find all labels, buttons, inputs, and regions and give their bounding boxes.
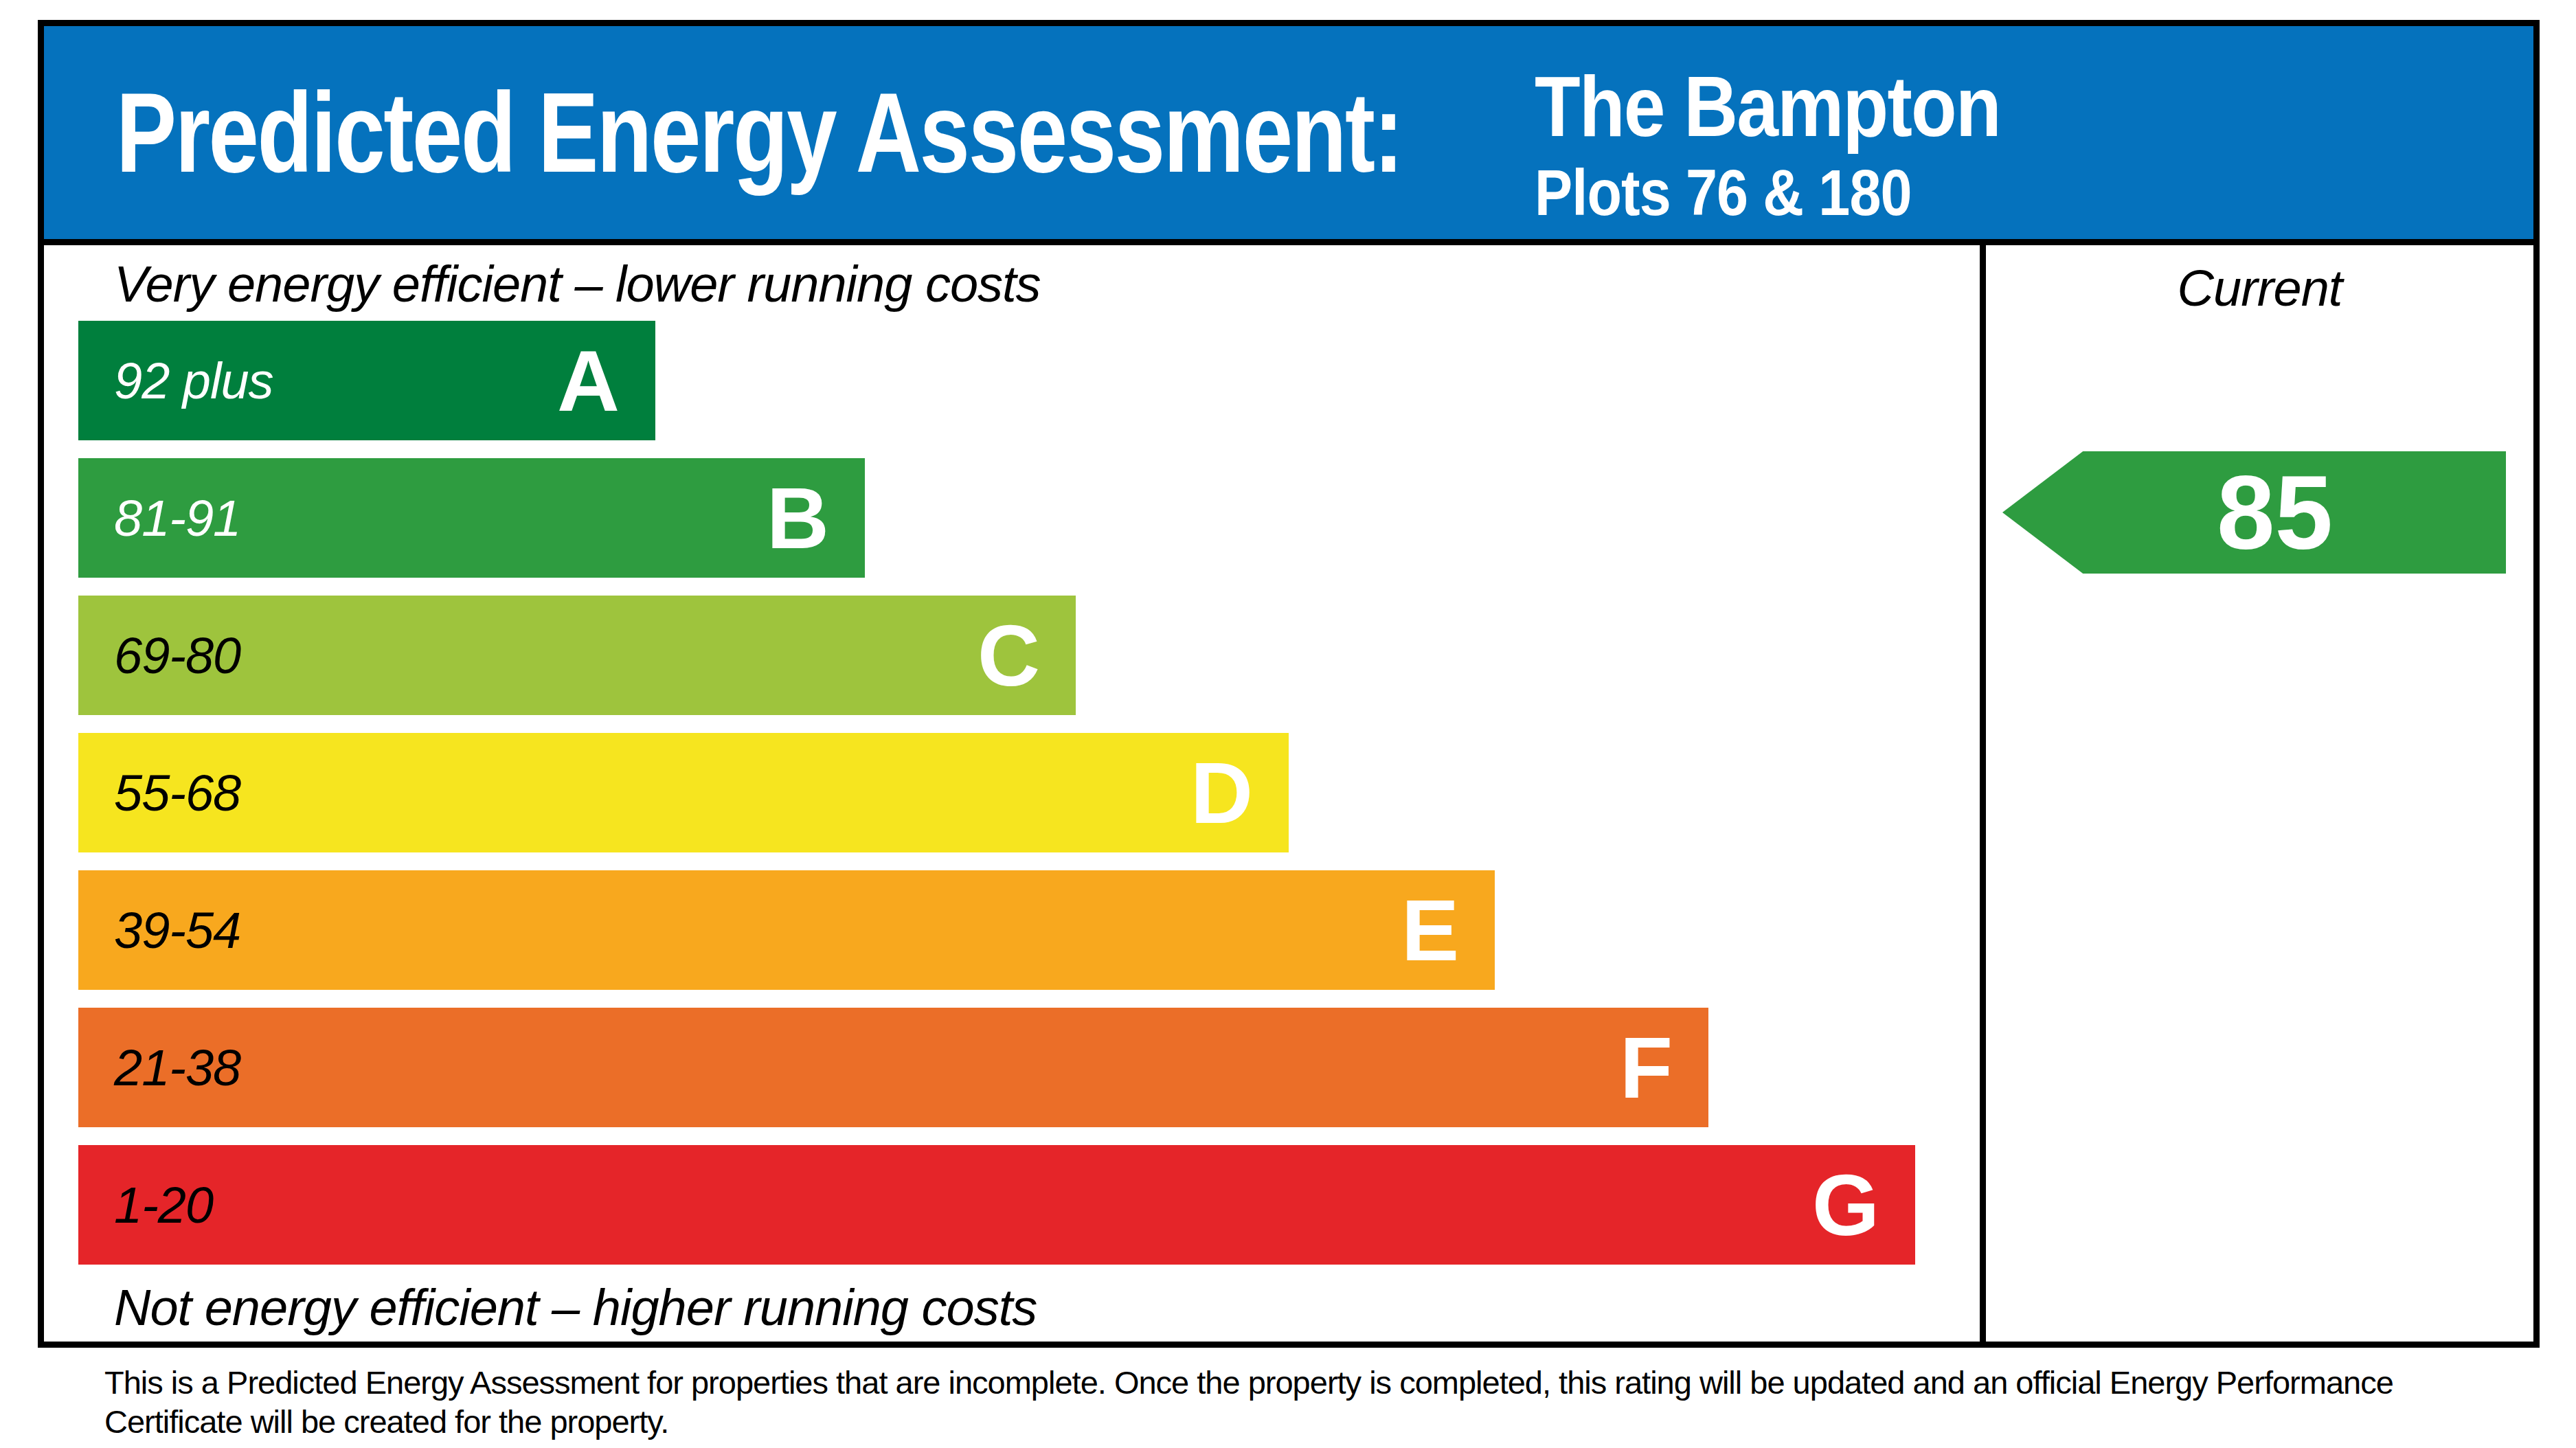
- current-column: Current 85: [1980, 245, 2533, 1342]
- band-letter: F: [1620, 1018, 1673, 1118]
- epc-frame: Predicted Energy Assessment: The Bampton…: [38, 20, 2540, 1348]
- property-plots: Plots 76 & 180: [1535, 161, 2000, 225]
- header-banner: Predicted Energy Assessment: The Bampton…: [44, 26, 2533, 245]
- band-row-D: 55-68 D: [78, 733, 1289, 852]
- band-range-label: 21-38: [114, 1039, 240, 1097]
- page-title: Predicted Energy Assessment:: [116, 68, 1402, 198]
- band-range-label: 69-80: [114, 626, 240, 685]
- band-range-label: 39-54: [114, 901, 240, 960]
- band-range-label: 81-91: [114, 489, 240, 547]
- band-letter: G: [1812, 1155, 1879, 1255]
- band-letter: B: [767, 468, 829, 568]
- bottom-caption: Not energy efficient – higher running co…: [114, 1282, 1980, 1333]
- band-row-G: 1-20 G: [78, 1145, 1915, 1265]
- band-range-label: 55-68: [114, 764, 240, 822]
- footer-line-2: Certificate will be created for the prop…: [104, 1402, 2393, 1441]
- band-range-label: 1-20: [114, 1176, 213, 1234]
- band-row-A: 92 plus A: [78, 321, 655, 440]
- band-letter: A: [557, 331, 620, 431]
- footer-line-1: This is a Predicted Energy Assessment fo…: [104, 1363, 2393, 1402]
- top-caption: Very energy efficient – lower running co…: [114, 259, 1980, 310]
- property-name: The Bampton: [1535, 62, 2000, 151]
- band-letter: E: [1401, 881, 1459, 980]
- footer-note: This is a Predicted Energy Assessment fo…: [104, 1363, 2393, 1442]
- property-info: The Bampton Plots 76 & 180: [1535, 62, 2000, 225]
- band-letter: C: [978, 606, 1040, 705]
- band-row-C: 69-80 C: [78, 596, 1076, 715]
- current-rating-arrow: 85: [2002, 451, 2506, 574]
- current-label: Current: [1986, 259, 2533, 317]
- bands-container: 92 plus A 81-91 B 69-80 C 55-68 D 39-54 …: [78, 321, 1980, 1265]
- current-rating-value: 85: [2217, 453, 2333, 573]
- epc-band-chart: Very energy efficient – lower running co…: [44, 245, 1980, 1342]
- band-letter: D: [1190, 743, 1253, 843]
- band-range-label: 92 plus: [114, 352, 273, 410]
- band-row-E: 39-54 E: [78, 870, 1495, 990]
- rating-content: Very energy efficient – lower running co…: [44, 245, 2533, 1342]
- band-row-B: 81-91 B: [78, 458, 865, 578]
- band-row-F: 21-38 F: [78, 1008, 1708, 1127]
